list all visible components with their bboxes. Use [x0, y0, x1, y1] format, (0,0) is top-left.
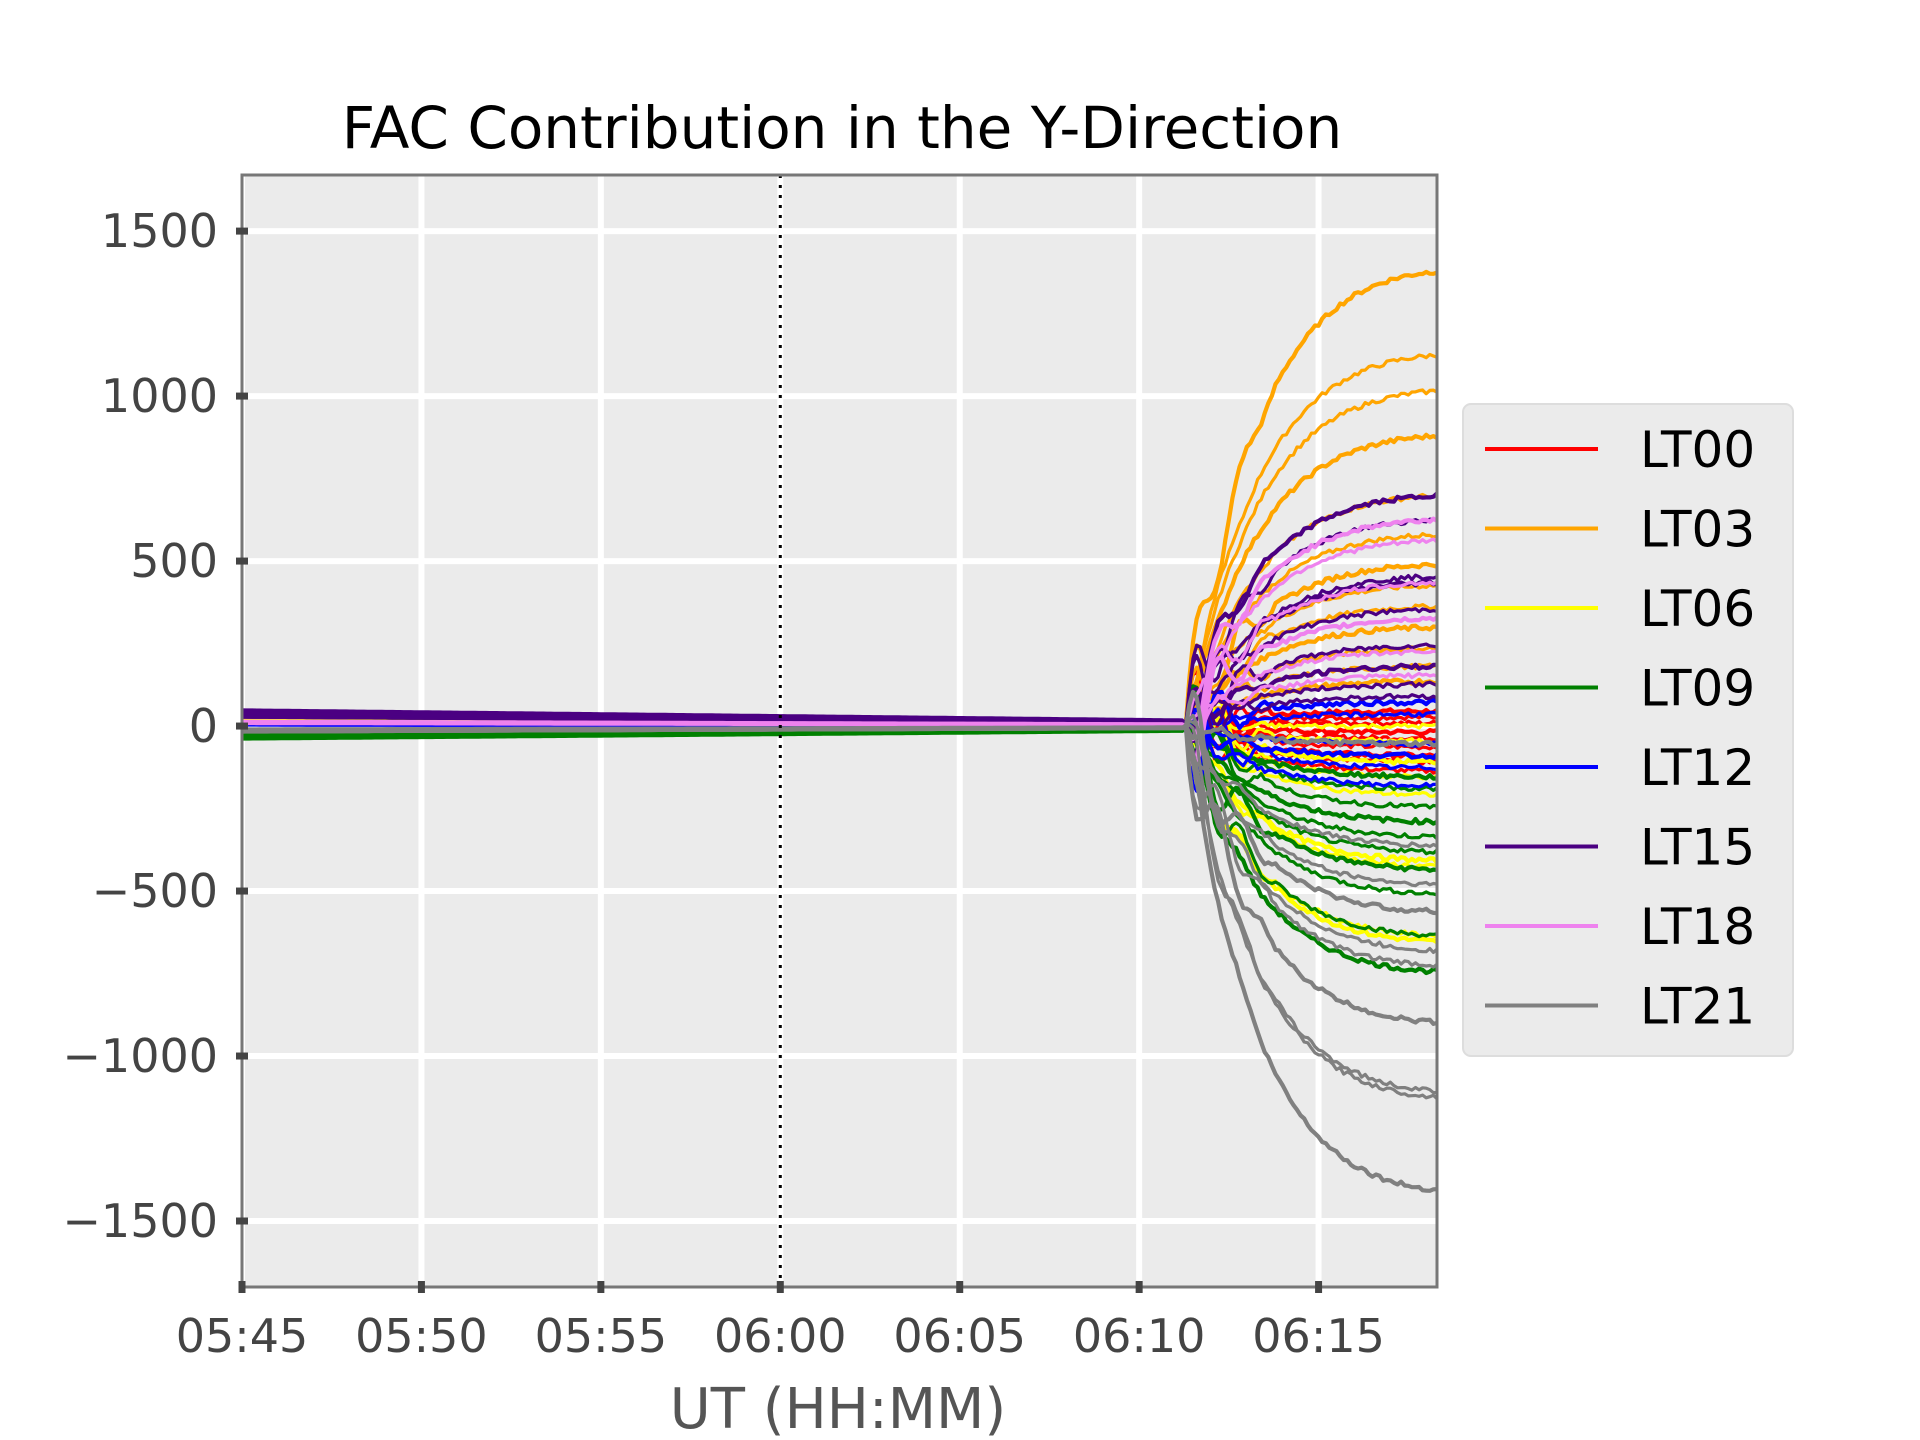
x-tick-label: 05:50 — [355, 1309, 488, 1363]
series-line — [242, 671, 1438, 741]
series-line — [241, 723, 1438, 748]
legend-label: LT21 — [1640, 978, 1755, 1036]
legend: LT00 LT03 LT06 LT09 LT12 LT15 LT18 LT21 — [1462, 403, 1794, 1057]
y-tick-label: −1500 — [62, 1194, 218, 1248]
y-tick-label: −500 — [92, 864, 218, 918]
y-tick-label: 0 — [189, 699, 218, 753]
x-tick-label: 06:00 — [714, 1309, 847, 1363]
legend-label: LT06 — [1640, 580, 1755, 638]
y-tick-label: −1000 — [62, 1029, 218, 1083]
y-tick-label: 1500 — [101, 204, 218, 258]
x-axis-label: UT (HH:MM) — [670, 1377, 1006, 1440]
x-tick-label: 06:15 — [1252, 1309, 1385, 1363]
legend-label: LT18 — [1640, 898, 1755, 956]
y-tick-label: 500 — [130, 534, 218, 588]
axis-ticks: 05:45 05:50 05:55 06:00 06:05 06:10 06:15 1500 1… — [62, 204, 1384, 1363]
series-lt18 — [241, 516, 1439, 767]
x-tick-label: 05:45 — [176, 1309, 309, 1363]
series-line — [242, 720, 1438, 781]
legend-label: LT12 — [1640, 739, 1755, 797]
y-tick-label: 1000 — [101, 369, 218, 423]
legend-label: LT03 — [1640, 501, 1755, 559]
series-lt15 — [241, 491, 1439, 759]
chart-title: FAC Contribution in the Y-Direction — [342, 94, 1343, 162]
legend-label: LT00 — [1640, 421, 1755, 479]
series-line — [241, 680, 1438, 744]
x-tick-label: 05:55 — [535, 1309, 668, 1363]
x-tick-label: 06:05 — [893, 1309, 1026, 1363]
legend-label: LT09 — [1640, 660, 1755, 718]
series-lines — [241, 269, 1439, 1193]
series-lt21 — [241, 689, 1439, 1193]
legend-box — [1462, 403, 1794, 1057]
plot-frame — [240, 173, 1439, 1289]
legend-label: LT15 — [1640, 819, 1755, 877]
x-tick-label: 06:10 — [1073, 1309, 1206, 1363]
